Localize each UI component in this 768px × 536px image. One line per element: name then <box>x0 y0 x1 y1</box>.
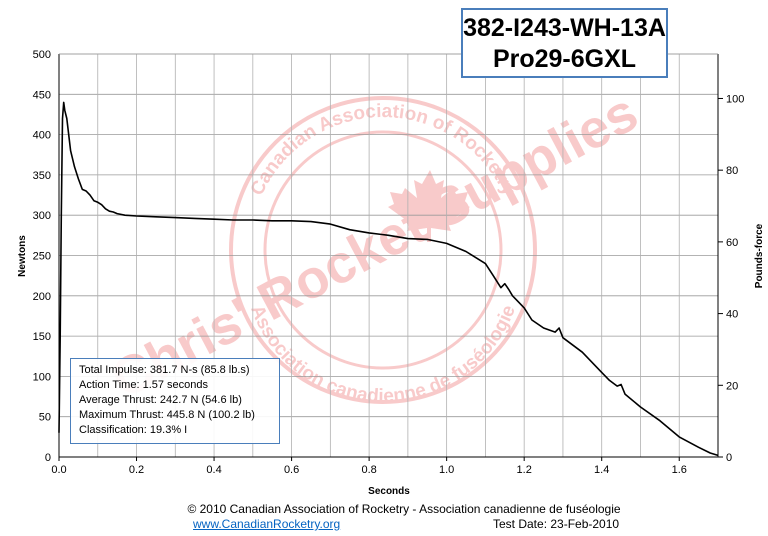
motor-reload-name: Pro29-6GXL <box>492 45 637 73</box>
y-tick-label: 250 <box>33 251 51 263</box>
y-tick-label: 150 <box>33 331 51 343</box>
classification-text: Classification: 19.3% I <box>79 424 188 436</box>
total-impulse-text: Total Impulse: 381.7 N-s (85.8 lb.s) <box>79 364 250 376</box>
y2-tick-label: 20 <box>726 380 738 392</box>
y-tick-label: 0 <box>45 452 51 464</box>
maple-leaf-icon <box>388 170 470 242</box>
y-tick-label: 300 <box>33 210 51 222</box>
y-tick-label: 500 <box>33 49 51 61</box>
watermark-ring-outer <box>229 96 537 404</box>
x-tick-label: 0.6 <box>284 464 299 476</box>
motor-designation: 382-I243-WH-13A <box>463 14 666 42</box>
motor-title-box: 382-I243-WH-13A Pro29-6GXL <box>461 8 668 78</box>
x-tick-label: 1.6 <box>672 464 687 476</box>
y2-axis-title: Pounds-force <box>754 223 765 288</box>
motor-stats-box: Total Impulse: 381.7 N-s (85.8 lb.s) Act… <box>70 358 280 444</box>
x-tick-label: 0.8 <box>361 464 376 476</box>
x-axis-title: Seconds <box>368 486 410 497</box>
x-tick-label: 0.0 <box>51 464 66 476</box>
average-thrust-text: Average Thrust: 242.7 N (54.6 lb) <box>79 394 242 406</box>
y2-tick-label: 100 <box>726 93 744 105</box>
maximum-thrust-text: Maximum Thrust: 445.8 N (100.2 lb) <box>79 409 255 421</box>
x-tick-label: 0.2 <box>129 464 144 476</box>
website-link[interactable]: www.CanadianRocketry.org <box>193 517 341 531</box>
y-tick-label: 350 <box>33 170 51 182</box>
y2-tick-label: 0 <box>726 452 732 464</box>
x-tick-label: 1.0 <box>439 464 454 476</box>
y-axis-title: Newtons <box>17 235 28 277</box>
y-tick-label: 450 <box>33 89 51 101</box>
y-tick-label: 100 <box>33 371 51 383</box>
y2-tick-label: 40 <box>726 309 738 321</box>
y2-tick-label: 80 <box>726 165 738 177</box>
y-tick-label: 200 <box>33 291 51 303</box>
y-tick-label: 50 <box>39 412 51 424</box>
x-tick-label: 1.2 <box>517 464 532 476</box>
thrust-curve-line <box>58 101 719 457</box>
copyright-text: © 2010 Canadian Association of Rocketry … <box>187 502 621 516</box>
y2-tick-label: 60 <box>726 237 738 249</box>
test-date-text: Test Date: 23-Feb-2010 <box>493 517 620 531</box>
action-time-text: Action Time: 1.57 seconds <box>79 379 209 391</box>
watermark-ring-inner <box>263 130 503 370</box>
x-tick-label: 0.4 <box>206 464 221 476</box>
y-tick-label: 400 <box>33 130 51 142</box>
x-tick-label: 1.4 <box>594 464 609 476</box>
